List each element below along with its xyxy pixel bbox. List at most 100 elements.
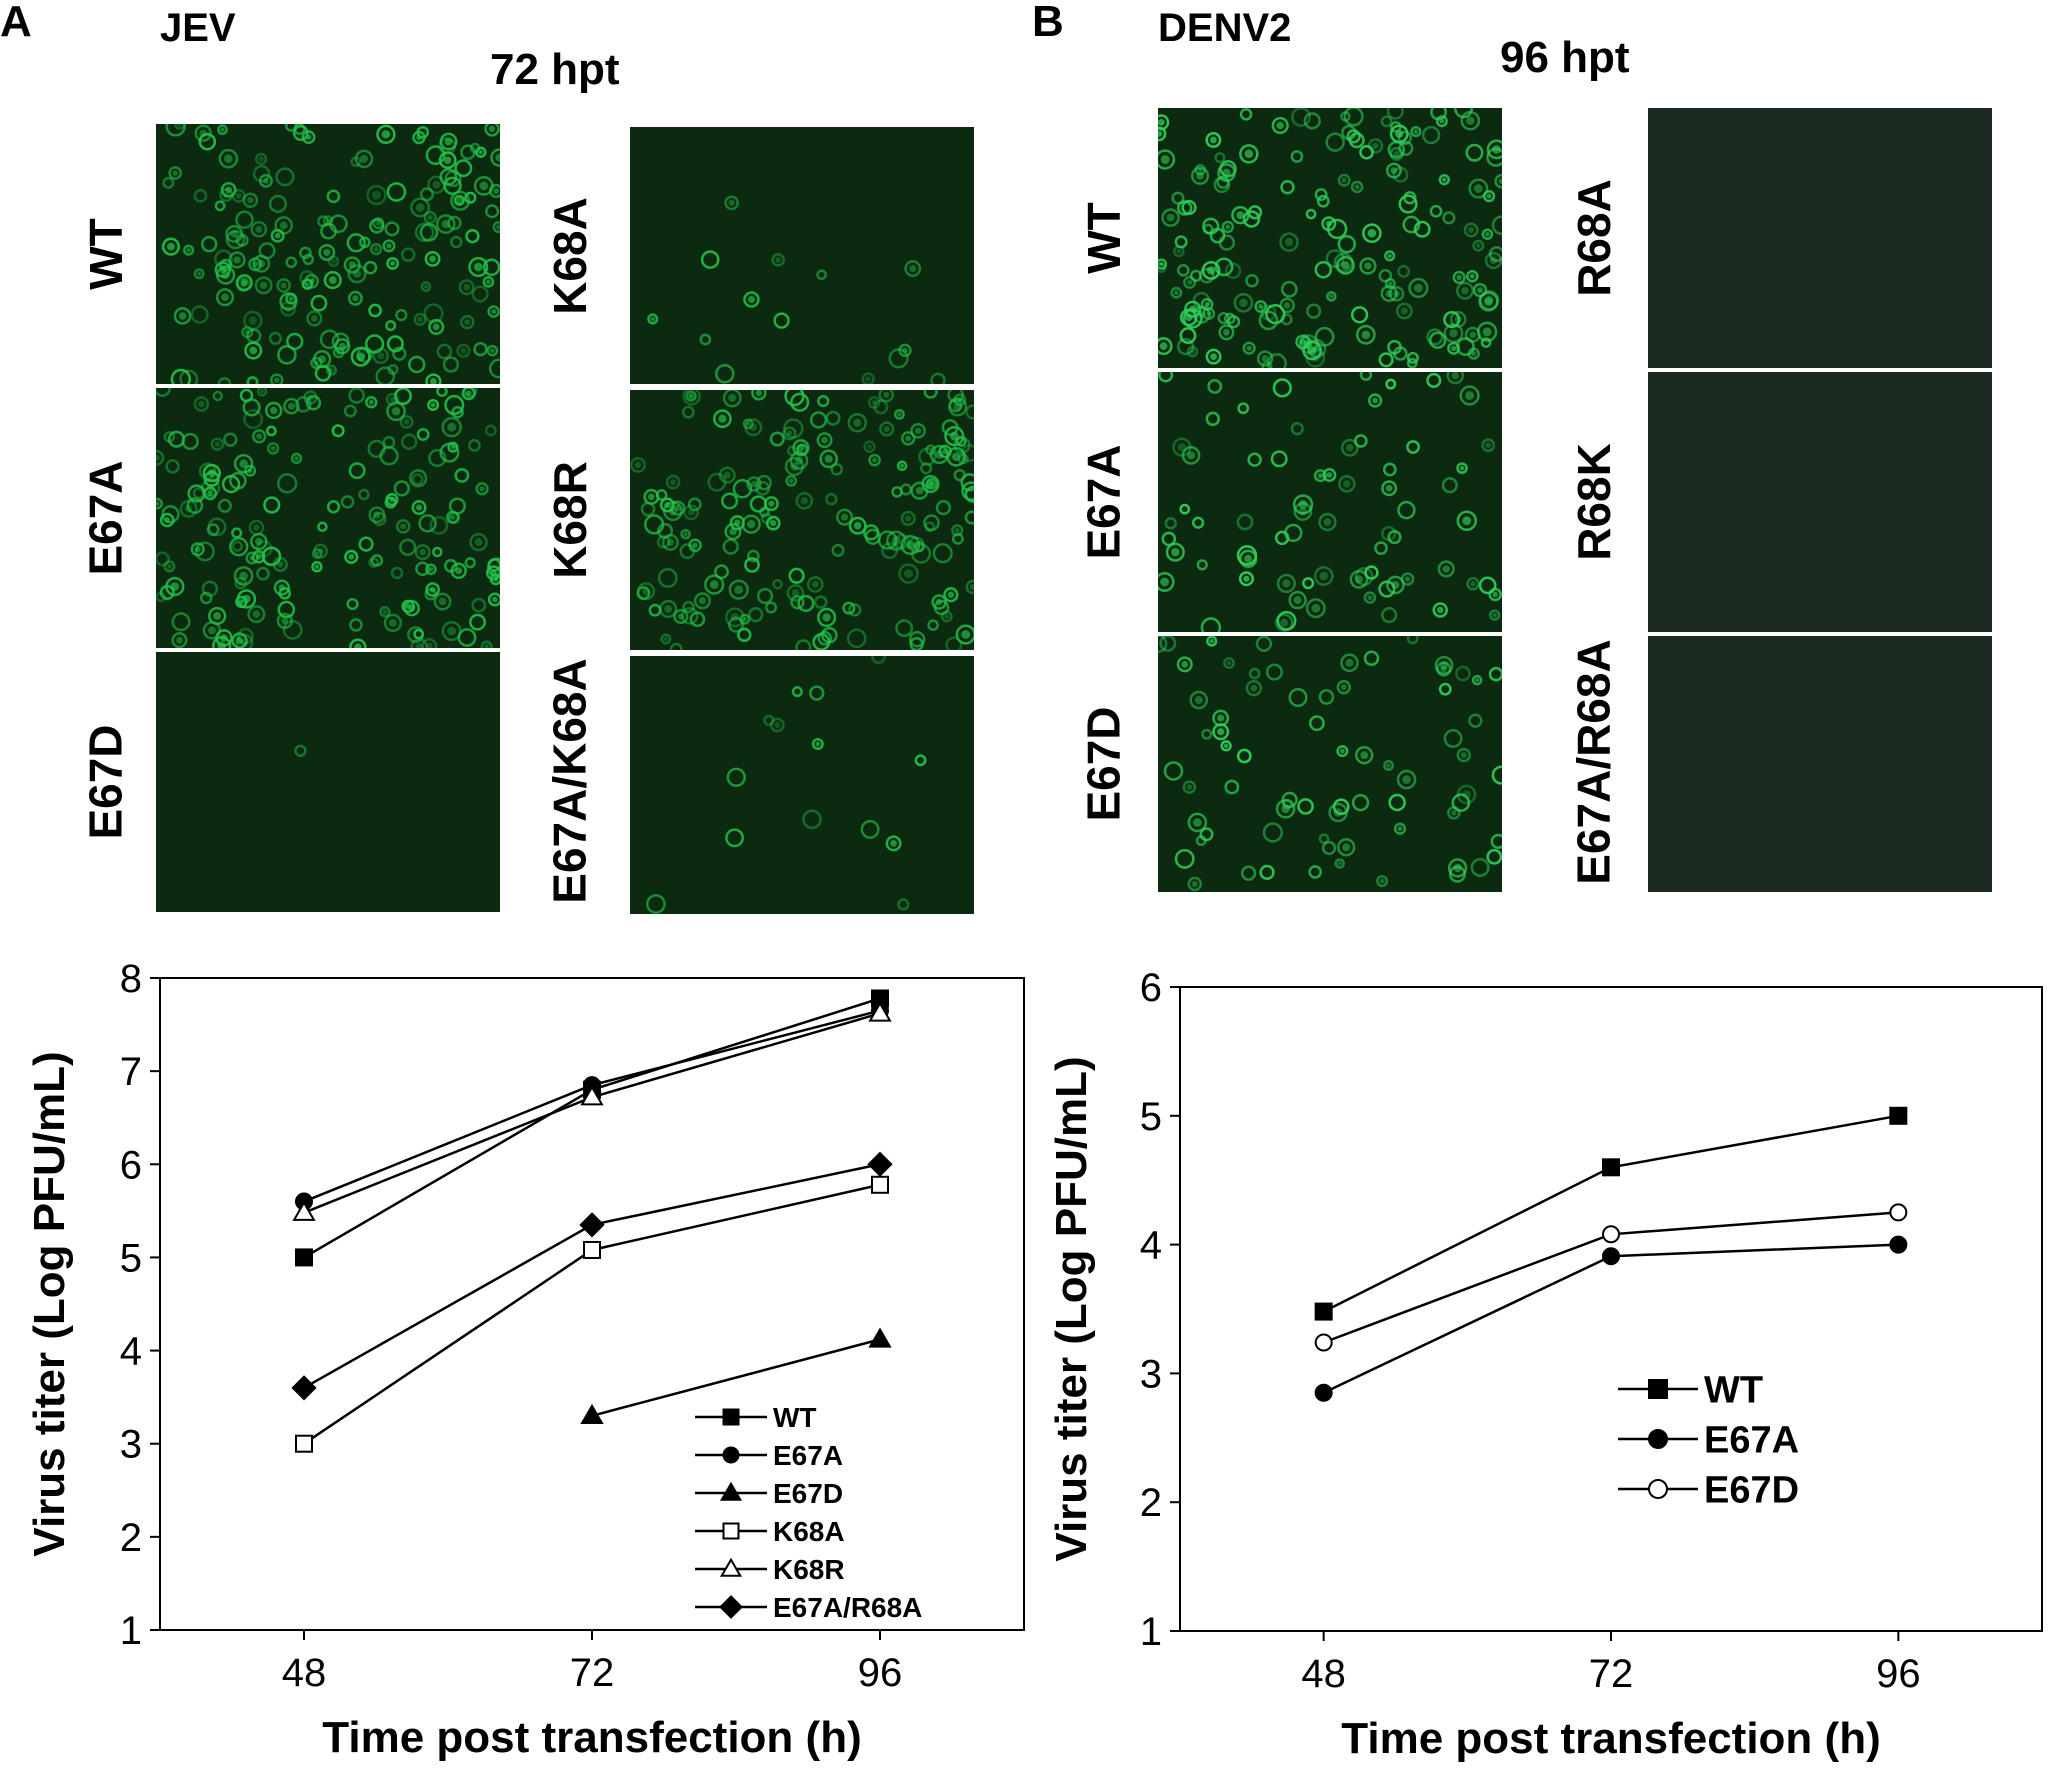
legend-label: E67D: [1704, 1470, 1799, 1512]
fluorescent-cell: [469, 532, 488, 552]
fluorescent-cell: [425, 373, 442, 384]
fluorescent-cell-core: [666, 538, 675, 547]
fluorescent-cell: [1486, 147, 1502, 167]
fluorescent-cell: [1397, 130, 1413, 146]
fluorescent-cell-core: [314, 564, 320, 569]
fluorescent-cell-core: [1187, 451, 1196, 460]
fluorescent-cell: [400, 247, 416, 262]
fluorescent-cell-core: [1372, 397, 1379, 404]
fluorescent-cell: [791, 686, 803, 698]
fluorescent-cell-core: [425, 642, 433, 648]
fluorescent-cell-core: [270, 445, 276, 451]
fluorescent-cell-core: [1246, 345, 1252, 351]
fluorescent-cell: [795, 492, 814, 510]
fluorescent-cell-core: [484, 644, 489, 648]
fluorescent-cell: [1434, 655, 1454, 675]
fluorescent-cell: [385, 320, 397, 332]
fluorescent-cell: [1236, 513, 1254, 531]
fluorescent-cell: [769, 717, 785, 733]
fluorescent-cell-core: [728, 199, 735, 206]
legend-marker: [1648, 1479, 1668, 1499]
fluorescent-cell: [728, 616, 745, 633]
fluorescent-cell: [1406, 351, 1419, 364]
fluorescent-cell: [816, 269, 827, 281]
fluorescent-cell: [375, 366, 396, 384]
fluorescent-cell: [891, 486, 903, 498]
fluorescent-cell-core: [1193, 818, 1202, 827]
fluorescent-cell: [809, 685, 825, 701]
fluorescent-cell: [386, 182, 407, 202]
fluorescent-cell: [847, 413, 868, 433]
fluorescent-cell-core: [1393, 150, 1400, 157]
fluorescent-cell-core: [1333, 808, 1343, 817]
fluorescent-cell: [1374, 541, 1388, 555]
fluorescent-cell-core: [389, 396, 396, 403]
fluorescent-cell: [199, 591, 213, 605]
fluorescent-cell-core: [238, 580, 244, 586]
micrograph-background: [156, 652, 500, 912]
y-tick-label: 4: [1140, 1224, 1162, 1268]
y-tick-label: 6: [120, 1143, 142, 1187]
fluorescent-cell: [346, 597, 359, 611]
fluorescent-cell: [370, 554, 384, 567]
data-point: [1602, 1247, 1620, 1266]
fluorescent-cell: [1383, 760, 1394, 771]
fluorescent-cell: [743, 291, 760, 308]
y-tick-label: 3: [120, 1423, 142, 1467]
x-tick-label: 72: [570, 1651, 615, 1695]
fluorescent-cell: [228, 251, 246, 269]
micrograph-jev-e67d: [156, 652, 500, 912]
data-point: [580, 1085, 604, 1106]
fluorescent-cell-core: [688, 393, 694, 399]
fluorescent-cell-core: [1379, 878, 1385, 884]
micrograph-background: [1648, 108, 1992, 368]
chart-denv2-titer: 1 2 3 4 5 6 48 72 96 Time post transfection (h) Vi…: [1047, 966, 2043, 1763]
fluorescent-cell: [1213, 176, 1231, 194]
fluorescent-cell: [1174, 848, 1195, 869]
fluorescent-cell: [1221, 220, 1234, 234]
fluorescent-cell: [1247, 452, 1262, 467]
fluorescent-cell: [1237, 402, 1250, 415]
fluorescent-cell: [1272, 378, 1292, 398]
fluorescent-cell: [1195, 835, 1207, 847]
fluorescent-cell: [1459, 385, 1480, 406]
fluorescent-cell: [821, 626, 838, 644]
fluorescent-cell: [1481, 228, 1494, 240]
fluorescent-cell: [171, 632, 188, 648]
fluorescent-cell-core: [1160, 577, 1169, 587]
fluorescent-cell: [1443, 728, 1463, 748]
fluorescent-cell-core: [904, 569, 913, 579]
fluorescent-cell-core: [775, 257, 781, 263]
fluorescent-cell: [682, 390, 701, 406]
fluorescent-cell-core: [463, 283, 471, 291]
fluorescent-cell: [817, 630, 833, 646]
fluorescent-cell: [1290, 150, 1304, 163]
fluorescent-cell-core: [1400, 307, 1408, 315]
fluorescent-cell: [235, 233, 249, 247]
fluorescent-cell-core: [233, 256, 241, 264]
fluorescent-cell-core: [768, 500, 775, 507]
fluorescent-cell: [1170, 286, 1183, 299]
fluorescent-cell-core: [214, 441, 220, 447]
fluorescent-cell-core: [256, 433, 263, 440]
fluorescent-cell: [382, 239, 396, 253]
fluorescent-cell-core: [317, 548, 324, 555]
fluorescent-cell: [1238, 549, 1258, 568]
fluorescent-cell: [1262, 822, 1283, 843]
fluorescent-cell-core: [166, 563, 172, 569]
fluorescent-cell: [492, 220, 500, 234]
fluorescent-cell: [816, 432, 833, 449]
fluorescent-cell: [784, 456, 804, 477]
fluorescent-cell-core: [1461, 286, 1469, 295]
fluorescent-cell-core: [663, 636, 668, 642]
fluorescent-cell: [423, 210, 437, 225]
fluorescent-cell: [198, 462, 217, 481]
fluorescent-cell: [1192, 305, 1211, 324]
fluorescent-cell: [1207, 378, 1223, 394]
fluorescent-cell-core: [196, 271, 202, 276]
series-wt: [1314, 1106, 1908, 1321]
fluorescent-cell-core: [1282, 579, 1291, 588]
fluorescent-cell: [416, 428, 430, 441]
fluorescent-cell: [1337, 838, 1356, 857]
fluorescent-cell: [773, 312, 790, 329]
